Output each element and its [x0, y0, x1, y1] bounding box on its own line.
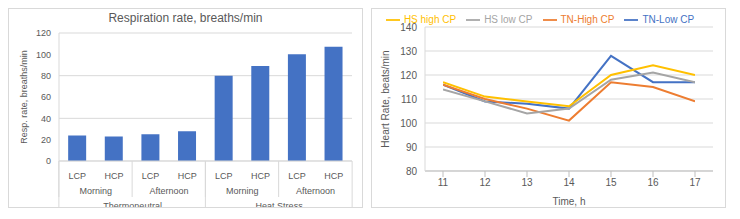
svg-text:16: 16 [647, 177, 659, 188]
html-text:HS low CP: HS low CP [484, 13, 533, 25]
svg-text:LCP: LCP [142, 171, 160, 181]
svg-text:HCP: HCP [251, 171, 270, 181]
svg-text:120: 120 [400, 70, 417, 81]
html-text:TN-High CP: TN-High CP [560, 13, 615, 25]
svg-text:Time, h: Time, h [553, 196, 586, 207]
svg-text:Heat Stress: Heat Stress [256, 201, 304, 207]
svg-text:LCP: LCP [69, 171, 87, 181]
html-text:TN-Low CP: TN-Low CP [642, 13, 695, 25]
svg-text:17: 17 [689, 177, 701, 188]
svg-text:Resp. rate, breaths/min: Resp. rate, breaths/min [19, 50, 29, 144]
svg-text:14: 14 [563, 177, 575, 188]
svg-text:100: 100 [400, 118, 417, 129]
svg-text:120: 120 [36, 28, 51, 38]
svg-text:HCP: HCP [104, 171, 123, 181]
svg-text:20: 20 [41, 135, 51, 145]
svg-text:140: 140 [400, 22, 417, 33]
svg-text:0: 0 [46, 156, 51, 166]
svg-text:40: 40 [41, 114, 51, 124]
svg-text:Afternoon: Afternoon [296, 186, 335, 196]
svg-text:HCP: HCP [178, 171, 197, 181]
svg-text:LCP: LCP [288, 171, 306, 181]
html-text:HS high CP: HS high CP [403, 13, 457, 25]
svg-text:80: 80 [41, 71, 51, 81]
svg-text:100: 100 [36, 50, 51, 60]
svg-text:Afternoon: Afternoon [149, 186, 188, 196]
html-text:Respiration rate, breaths/min: Respiration rate, breaths/min [108, 11, 263, 25]
svg-text:Morning: Morning [79, 186, 112, 196]
svg-text:110: 110 [401, 94, 417, 105]
svg-text:Thermoneutral: Thermoneutral [103, 201, 162, 207]
svg-text:Morning: Morning [226, 186, 259, 196]
svg-text:13: 13 [521, 177, 533, 188]
svg-text:130: 130 [400, 46, 417, 57]
svg-text:15: 15 [605, 177, 617, 188]
svg-text:80: 80 [406, 166, 418, 177]
svg-text:11: 11 [438, 177, 449, 188]
svg-text:90: 90 [406, 142, 418, 153]
svg-text:Heart Rate, beats/min: Heart Rate, beats/min [380, 50, 391, 147]
svg-text:12: 12 [479, 177, 491, 188]
svg-text:LCP: LCP [215, 171, 233, 181]
svg-text:HCP: HCP [324, 171, 343, 181]
svg-text:60: 60 [41, 92, 51, 102]
